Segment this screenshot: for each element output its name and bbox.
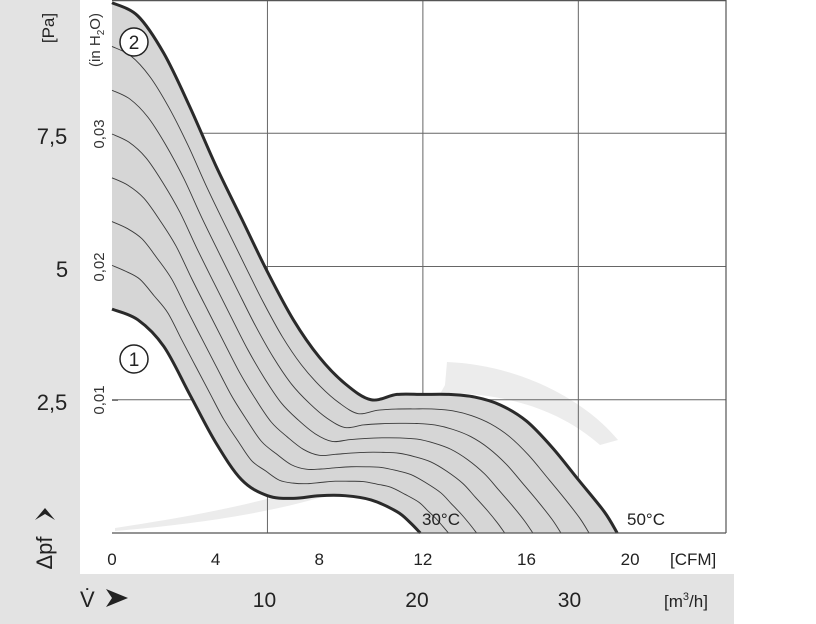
x-m3h-ticks: 10 20 30 <box>253 589 581 612</box>
intermediate-curve <box>111 89 562 534</box>
intermediate-curve <box>111 221 477 534</box>
bottom-gray-band <box>80 574 734 624</box>
intermediate-curve <box>111 46 590 534</box>
x-m3h-unit: [m3/h] <box>664 591 708 611</box>
marker-1: 1 <box>119 344 149 374</box>
x-cfm-tick: 16 <box>517 550 536 569</box>
y-pa-tick-5: 5 <box>56 257 68 282</box>
y-axis-arrow-icon <box>35 508 55 520</box>
x-axis-arrow-icon <box>106 589 128 607</box>
x-cfm-tick: 0 <box>107 550 116 569</box>
label-50c: 50°C <box>627 510 665 529</box>
intermediate-curve <box>111 177 506 534</box>
y-pa-unit: [Pa] <box>39 13 58 43</box>
label-30c: 30°C <box>422 510 460 529</box>
left-gray-band <box>0 0 80 624</box>
x-cfm-tick: 12 <box>413 550 432 569</box>
x-cfm-tick: 8 <box>315 550 324 569</box>
y-inh2o-tick-002: 0,02 <box>91 252 108 281</box>
x-cfm-unit: [CFM] <box>670 550 716 569</box>
y-inh2o-tick-001: 0,01 <box>91 385 108 414</box>
x-axis-symbol: V̇ <box>80 587 95 612</box>
x-m3h-tick: 30 <box>558 589 581 612</box>
svg-text:1: 1 <box>129 350 140 371</box>
operating-range-band <box>112 2 618 534</box>
curve-2 <box>111 1 619 534</box>
x-m3h-tick: 10 <box>253 589 276 612</box>
x-cfm-tick: 20 <box>621 550 640 569</box>
x-cfm-tick: 4 <box>211 550 220 569</box>
y-axis-symbol: Δpf <box>32 536 57 570</box>
intermediate-curve <box>111 264 449 534</box>
x-m3h-tick: 20 <box>405 589 428 612</box>
y-inh2o-unit: (in H2O) <box>87 13 107 67</box>
intermediate-curve <box>111 133 534 534</box>
intermediate-curves <box>111 46 590 534</box>
marker-2: 2 <box>119 27 149 57</box>
svg-text:2: 2 <box>129 33 140 54</box>
y-pa-tick-7-5: 7,5 <box>37 124 68 149</box>
curve-1 <box>111 307 422 535</box>
x-cfm-ticks: 0 4 8 12 16 20 <box>107 550 639 569</box>
y-inh2o-tick-003: 0,03 <box>91 119 108 148</box>
y-pa-tick-2-5: 2,5 <box>37 390 68 415</box>
